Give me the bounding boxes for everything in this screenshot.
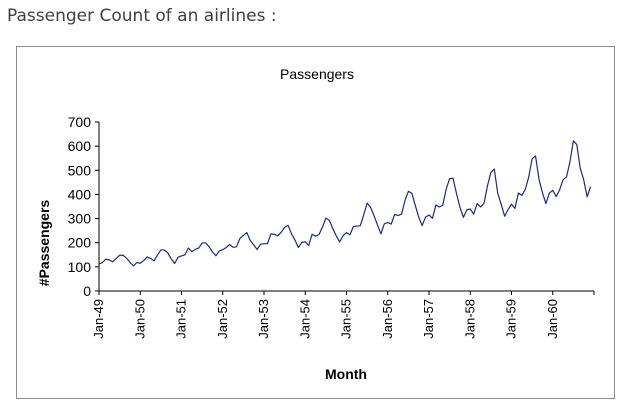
chart-svg: Passengers #Passengers Month 0 100 200 300 4… [36,66,595,382]
x-tick-label: Jan-59 [504,299,519,339]
tick-marks: 0 100 200 300 400 500 600 700 Jan-49 Jan-50 Jan-51… [68,114,595,339]
chart-title: Passengers [280,66,354,82]
y-tick-label: 600 [68,138,92,154]
x-tick-label: Jan-49 [91,299,106,339]
x-tick-label: Jan-54 [297,299,312,339]
y-tick-label: 100 [68,259,92,275]
y-tick-label: 200 [68,235,92,251]
y-tick-label: 300 [68,211,92,227]
x-tick-label: Jan-53 [256,299,271,339]
y-axis-label: #Passengers [36,200,52,287]
x-tick-label: Jan-51 [174,299,189,339]
x-tick-label: Jan-60 [545,299,560,339]
series-line-passengers [98,140,592,267]
x-tick-label: Jan-52 [215,299,230,339]
y-tick-label: 500 [68,162,92,178]
y-tick-label: 400 [68,186,92,202]
x-axis-label: Month [325,366,367,382]
axes [98,122,594,292]
x-tick-label: Jan-56 [380,299,395,339]
page-caption: Passenger Count of an airlines : [7,6,277,26]
y-tick-label: 700 [68,114,92,130]
x-tick-label: Jan-55 [339,299,354,339]
x-tick-label: Jan-58 [462,299,477,339]
chart-frame: Passengers #Passengers Month 0 100 200 300 4… [16,46,615,399]
x-tick-label: Jan-57 [421,299,436,339]
y-tick-label: 0 [83,283,91,299]
x-tick-label: Jan-50 [132,299,147,339]
series-group [98,140,592,267]
